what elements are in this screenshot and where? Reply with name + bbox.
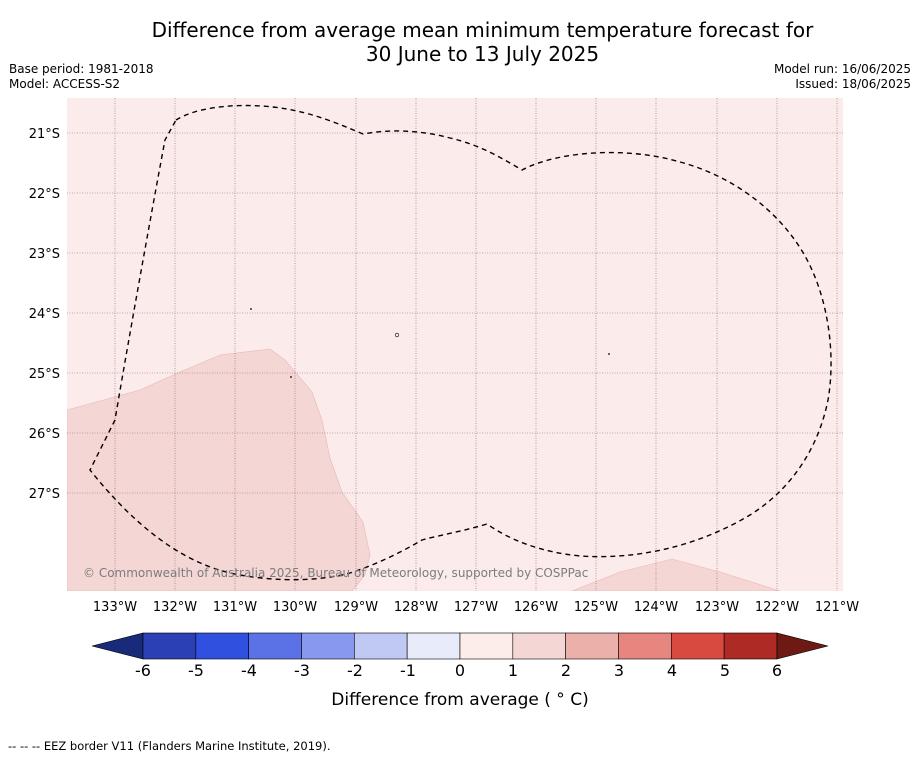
colorbar-segment bbox=[618, 632, 672, 660]
lon-label: 133°W bbox=[93, 600, 137, 615]
longitude-labels: 133°W 132°W 131°W 130°W 129°W 128°W 127°… bbox=[93, 600, 859, 615]
lat-label: 24°S bbox=[29, 307, 60, 322]
anomaly-region-west bbox=[67, 348, 371, 591]
lon-label: 127°W bbox=[454, 600, 498, 615]
colorbar-tick-label: 1 bbox=[508, 661, 518, 680]
colorbar-tick-label: 3 bbox=[614, 661, 624, 680]
lon-label: 123°W bbox=[695, 600, 739, 615]
lon-label: 128°W bbox=[394, 600, 438, 615]
colorbar-segment bbox=[142, 632, 197, 660]
metadata-right: Model run: 16/06/2025 Issued: 18/06/2025 bbox=[774, 62, 911, 92]
issued-text: Issued: 18/06/2025 bbox=[795, 77, 911, 91]
colorbar-tick-label: 2 bbox=[561, 661, 571, 680]
lon-label: 129°W bbox=[334, 600, 378, 615]
colorbar bbox=[91, 632, 829, 660]
anomaly-region-southeast bbox=[571, 558, 781, 591]
colorbar-segment bbox=[406, 632, 461, 660]
lat-label: 22°S bbox=[29, 187, 60, 202]
colorbar-tick-label: -3 bbox=[294, 661, 310, 680]
colorbar-tick-label: -1 bbox=[400, 661, 416, 680]
metadata-left: Base period: 1981-2018 Model: ACCESS-S2 bbox=[9, 62, 154, 92]
lat-label: 21°S bbox=[29, 127, 60, 142]
colorbar-segment bbox=[670, 632, 725, 660]
colorbar-extend-high bbox=[776, 632, 829, 660]
colorbar-segment bbox=[565, 632, 619, 660]
colorbar-segment bbox=[512, 632, 566, 660]
colorbar-tick-label: 0 bbox=[455, 661, 465, 680]
colorbar-label: Difference from average ( ° C) bbox=[331, 690, 588, 710]
colorbar-segment bbox=[301, 632, 355, 660]
colorbar-tick-labels: -6 -5 -4 -3 -2 -1 0 1 2 3 4 5 6 bbox=[135, 661, 782, 680]
island-marker bbox=[608, 353, 610, 355]
island-marker bbox=[250, 308, 252, 310]
eez-border-legend-note: -- -- -- EEZ border V11 (Flanders Marine… bbox=[8, 739, 331, 753]
lon-label: 130°W bbox=[273, 600, 317, 615]
colorbar-segment bbox=[723, 632, 778, 660]
lat-label: 26°S bbox=[29, 427, 60, 442]
base-period-text: Base period: 1981-2018 bbox=[9, 62, 154, 76]
longitude-gridlines bbox=[114, 98, 838, 591]
model-text: Model: ACCESS-S2 bbox=[9, 77, 121, 91]
title-line-2: 30 June to 13 July 2025 bbox=[365, 42, 600, 66]
lon-label: 121°W bbox=[815, 600, 859, 615]
lat-label: 23°S bbox=[29, 247, 60, 262]
lon-label: 132°W bbox=[153, 600, 197, 615]
lon-label: 131°W bbox=[213, 600, 257, 615]
latitude-labels: 21°S 22°S 23°S 24°S 25°S 26°S 27°S bbox=[29, 127, 60, 502]
colorbar-segment bbox=[354, 632, 408, 660]
colorbar-segment bbox=[459, 632, 514, 660]
island-marker bbox=[394, 332, 400, 338]
lon-label: 122°W bbox=[755, 600, 799, 615]
colorbar-tick-label: -5 bbox=[188, 661, 204, 680]
map-title: Difference from average mean minimum tem… bbox=[0, 18, 919, 66]
copyright-text: © Commonwealth of Australia 2025, Bureau… bbox=[83, 566, 588, 580]
colorbar-tick-label: -4 bbox=[241, 661, 257, 680]
colorbar-tick-label: -2 bbox=[347, 661, 363, 680]
lon-label: 125°W bbox=[574, 600, 618, 615]
title-line-1: Difference from average mean minimum tem… bbox=[151, 18, 814, 42]
lon-label: 126°W bbox=[514, 600, 558, 615]
colorbar-extend-low bbox=[91, 632, 144, 660]
latitude-gridlines bbox=[67, 132, 843, 494]
lon-label: 124°W bbox=[634, 600, 678, 615]
lat-label: 27°S bbox=[29, 487, 60, 502]
island-marker bbox=[290, 376, 292, 378]
colorbar-tick-label: -6 bbox=[135, 661, 151, 680]
lat-label: 25°S bbox=[29, 367, 60, 382]
model-run-text: Model run: 16/06/2025 bbox=[773, 62, 911, 76]
eez-border bbox=[89, 104, 832, 581]
colorbar-segment bbox=[195, 632, 249, 660]
colorbar-tick-label: 4 bbox=[667, 661, 677, 680]
colorbar-tick-label: 5 bbox=[720, 661, 730, 680]
colorbar-tick-label: 6 bbox=[772, 661, 782, 680]
colorbar-segment bbox=[248, 632, 302, 660]
